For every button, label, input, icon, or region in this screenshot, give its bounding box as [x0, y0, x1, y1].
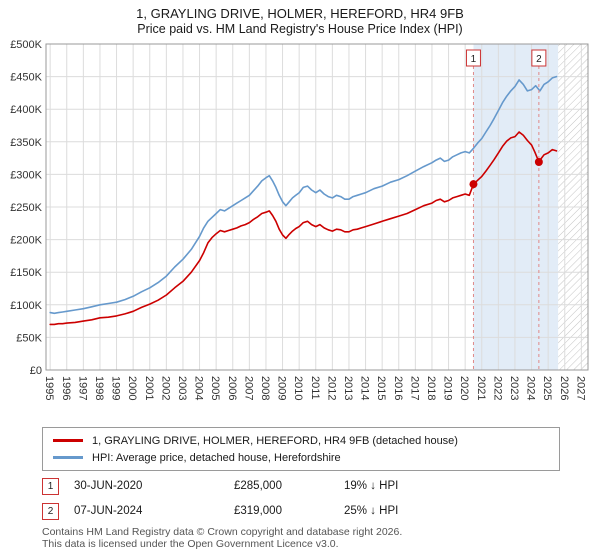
copyright-footer: Contains HM Land Registry data © Crown c… — [42, 526, 403, 550]
svg-text:1995: 1995 — [43, 376, 55, 400]
transaction-row-1: 1 30-JUN-2020 £285,000 19% ↓ HPI — [42, 475, 398, 497]
svg-text:1998: 1998 — [93, 376, 105, 400]
transaction-1-marker: 1 — [42, 477, 59, 495]
svg-text:2006: 2006 — [226, 376, 238, 400]
svg-text:2008: 2008 — [259, 376, 271, 400]
svg-text:2025: 2025 — [541, 376, 553, 400]
svg-text:2005: 2005 — [209, 376, 221, 400]
chart-legend: 1, GRAYLING DRIVE, HOLMER, HEREFORD, HR4… — [42, 427, 560, 471]
svg-text:£100K: £100K — [10, 300, 42, 312]
svg-text:2015: 2015 — [375, 376, 387, 400]
footer-line-2: This data is licensed under the Open Gov… — [42, 537, 339, 550]
svg-text:2007: 2007 — [242, 376, 254, 400]
svg-text:£450K: £450K — [10, 72, 42, 84]
svg-text:£300K: £300K — [10, 169, 42, 181]
svg-text:2003: 2003 — [176, 376, 188, 400]
transaction-1-hpi-diff: 19% ↓ HPI — [344, 480, 399, 492]
svg-text:2002: 2002 — [159, 376, 171, 400]
svg-text:1999: 1999 — [110, 376, 122, 400]
svg-text:£200K: £200K — [10, 235, 42, 247]
svg-text:2016: 2016 — [392, 376, 404, 400]
svg-text:2018: 2018 — [425, 376, 437, 400]
svg-text:2014: 2014 — [359, 376, 371, 400]
svg-text:£250K: £250K — [10, 202, 42, 214]
page-title: 1, GRAYLING DRIVE, HOLMER, HEREFORD, HR4… — [136, 6, 464, 21]
svg-text:1: 1 — [471, 54, 477, 65]
svg-text:£150K: £150K — [10, 267, 42, 279]
svg-text:2000: 2000 — [126, 376, 138, 400]
svg-text:£50K: £50K — [16, 332, 42, 344]
svg-text:1996: 1996 — [60, 376, 72, 400]
legend-item-hpi: HPI: Average price, detached house, Here… — [53, 449, 549, 466]
svg-text:2012: 2012 — [325, 376, 337, 400]
svg-text:1997: 1997 — [76, 376, 88, 400]
svg-text:£350K: £350K — [10, 137, 42, 149]
svg-text:£500K: £500K — [10, 39, 42, 51]
transaction-2-price: £319,000 — [234, 505, 282, 517]
svg-text:2022: 2022 — [491, 376, 503, 400]
transaction-1-date: 30-JUN-2020 — [74, 480, 143, 492]
price-history-chart: £0 £50K £100K £150K £200K £250K £300K £350K £400… — [10, 39, 589, 400]
svg-text:2013: 2013 — [342, 376, 354, 400]
transaction-row-2: 2 07-JUN-2024 £319,000 25% ↓ HPI — [42, 500, 398, 522]
svg-text:2019: 2019 — [442, 376, 454, 400]
svg-text:2023: 2023 — [508, 376, 520, 400]
transaction-2-marker: 2 — [42, 502, 59, 520]
svg-text:2020: 2020 — [458, 376, 470, 400]
transaction-2-date: 07-JUN-2024 — [74, 505, 143, 517]
page-subtitle: Price paid vs. HM Land Registry's House … — [137, 22, 463, 36]
hpi-line-swatch — [53, 456, 83, 459]
legend-label-price-paid: 1, GRAYLING DRIVE, HOLMER, HEREFORD, HR4… — [92, 434, 458, 447]
svg-text:2026: 2026 — [558, 376, 570, 400]
legend-item-price-paid: 1, GRAYLING DRIVE, HOLMER, HEREFORD, HR4… — [53, 432, 549, 449]
transaction-2-hpi-diff: 25% ↓ HPI — [344, 505, 399, 517]
svg-text:2024: 2024 — [525, 376, 537, 400]
legend-label-hpi: HPI: Average price, detached house, Here… — [92, 451, 341, 464]
svg-text:2010: 2010 — [292, 376, 304, 400]
svg-text:2011: 2011 — [309, 376, 321, 400]
svg-text:2009: 2009 — [276, 376, 288, 400]
svg-text:£0: £0 — [30, 365, 42, 377]
svg-text:2027: 2027 — [574, 376, 586, 400]
svg-text:2001: 2001 — [143, 376, 155, 400]
svg-text:2: 2 — [536, 54, 542, 65]
price-paid-line-swatch — [53, 439, 83, 442]
transaction-1-price: £285,000 — [234, 480, 282, 492]
svg-text:2021: 2021 — [475, 376, 487, 400]
svg-text:2004: 2004 — [193, 376, 205, 400]
transaction-list: 1 30-JUN-2020 £285,000 19% ↓ HPI 2 07-JU… — [42, 475, 398, 525]
footer-line-1: Contains HM Land Registry data © Crown c… — [42, 526, 403, 538]
svg-text:2017: 2017 — [408, 376, 420, 400]
svg-text:£400K: £400K — [10, 104, 42, 116]
